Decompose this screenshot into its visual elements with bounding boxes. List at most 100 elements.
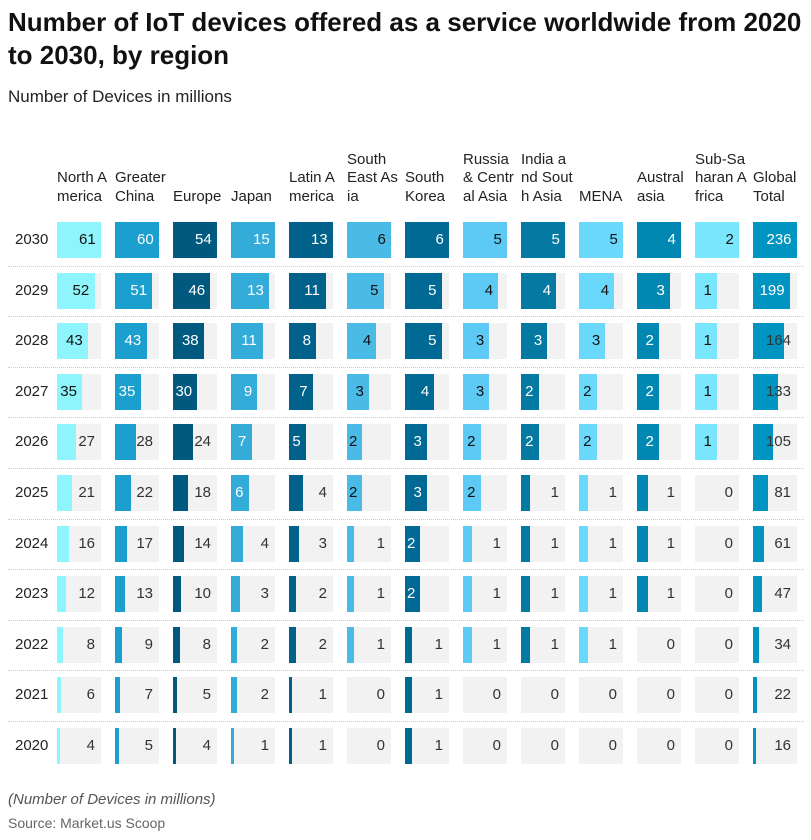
value-label: 11 [304, 281, 320, 299]
table-cell: 22 [753, 677, 797, 714]
value-bar [115, 424, 136, 461]
value-bar [405, 728, 413, 764]
table-cell: 1 [405, 728, 449, 764]
value-label: 9 [144, 635, 153, 653]
value-bar [463, 475, 481, 511]
table-cell: 5 [463, 222, 507, 258]
value-bar [347, 272, 384, 309]
value-label: 13 [247, 281, 264, 299]
value-bar [115, 475, 132, 511]
table-cell: 2 [637, 373, 681, 410]
table-cell: 1 [521, 626, 565, 663]
value-label: 0 [666, 635, 675, 653]
value-bar [289, 525, 300, 562]
value-bar [289, 626, 296, 663]
table-cell: 4 [463, 272, 507, 309]
value-label: 2 [349, 433, 358, 451]
table-cell: 4 [57, 728, 101, 764]
value-label: 5 [428, 332, 437, 350]
value-bar [695, 373, 717, 410]
value-label: 54 [195, 231, 212, 248]
table-cell: 1 [521, 475, 565, 511]
value-label: 27 [78, 433, 95, 451]
value-label: 12 [78, 585, 95, 603]
value-label: 4 [484, 281, 494, 299]
value-label: 0 [492, 737, 501, 754]
value-label: 1 [608, 534, 617, 552]
value-label: 2 [467, 433, 476, 451]
value-bar [173, 424, 193, 461]
value-label: 3 [355, 382, 364, 400]
table-cell: 2 [347, 424, 391, 461]
value-label: 0 [724, 635, 733, 653]
value-label: 0 [492, 686, 501, 704]
value-bar [637, 323, 659, 360]
value-bar [753, 475, 769, 511]
value-label: 46 [188, 281, 206, 299]
value-label: 0 [550, 686, 559, 704]
table-cell: 1 [405, 626, 449, 663]
value-bar [289, 677, 293, 714]
table-cell: 2 [289, 576, 333, 613]
table-cell: 5 [405, 323, 449, 360]
value-bar [289, 373, 313, 410]
table-cell: 0 [695, 626, 739, 663]
table-cell: 61 [57, 222, 101, 258]
table-cell: 5 [405, 272, 449, 309]
row-label-year: 2023 [15, 585, 49, 603]
table-cell: 13 [231, 272, 275, 309]
value-bar [463, 323, 490, 360]
value-label: 5 [370, 281, 379, 299]
table-cell: 61 [753, 525, 797, 562]
value-bar [173, 525, 185, 562]
table-cell: 1 [637, 525, 681, 562]
value-label: 2 [525, 382, 534, 400]
value-bar [57, 576, 66, 613]
table-cell: 2 [463, 424, 507, 461]
value-label: 5 [292, 433, 301, 451]
value-label: 22 [774, 686, 791, 704]
table-cell: 3 [405, 475, 449, 511]
value-label: 5 [493, 231, 502, 248]
value-bar [637, 373, 659, 410]
value-bar [405, 475, 427, 511]
table-cell: 5 [115, 728, 159, 764]
value-bar [289, 728, 293, 764]
value-label: 43 [66, 332, 83, 350]
value-bar [637, 222, 681, 258]
value-bar [231, 424, 252, 461]
value-label: 4 [542, 281, 552, 299]
row-separator [8, 619, 804, 621]
table-cell: 3 [347, 373, 391, 410]
value-bar [579, 222, 623, 258]
row-separator [8, 670, 804, 672]
value-bar [753, 677, 758, 714]
table-cell: 2 [695, 222, 739, 258]
table-cell: 1 [637, 475, 681, 511]
value-label: 0 [376, 737, 385, 754]
table-cell: 0 [579, 728, 623, 764]
value-label: 38 [181, 332, 199, 350]
value-bar [231, 576, 240, 613]
value-bar [637, 525, 648, 562]
value-label: 0 [724, 585, 733, 603]
value-label: 3 [318, 534, 327, 552]
footnote: (Number of Devices in millions) [8, 791, 216, 808]
table-cell: 2 [579, 424, 623, 461]
table-cell: 3 [521, 323, 565, 360]
value-label: 133 [765, 382, 791, 400]
value-bar [115, 576, 125, 613]
table-cell: 0 [695, 728, 739, 764]
table-cell: 1 [463, 576, 507, 613]
value-bar [347, 373, 369, 410]
table-cell: 8 [173, 626, 217, 663]
row-label-year: 2030 [15, 231, 49, 248]
value-label: 10 [194, 585, 211, 603]
table-cell: 3 [637, 272, 681, 309]
table-cell: 1 [695, 373, 739, 410]
value-label: 0 [666, 686, 675, 704]
value-label: 6 [435, 231, 444, 248]
table-cell: 7 [231, 424, 275, 461]
value-bar [289, 424, 306, 461]
value-bar [347, 525, 355, 562]
